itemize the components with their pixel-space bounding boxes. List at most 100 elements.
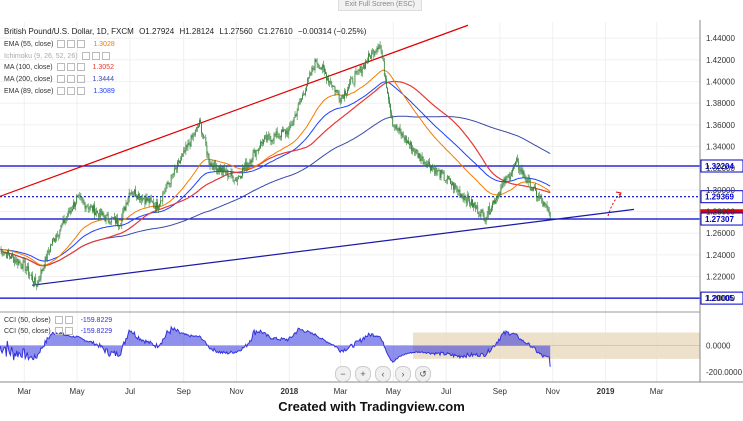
close-icon[interactable] bbox=[77, 87, 86, 95]
gear-icon[interactable] bbox=[91, 52, 100, 60]
candle-body bbox=[297, 103, 299, 111]
symbol-header: British Pound/U.S. Dollar, 1D, FXCM O1.2… bbox=[4, 27, 369, 36]
y-tick-label: 1.32000 bbox=[706, 164, 735, 173]
low-value: L1.27560 bbox=[219, 27, 253, 36]
legend-ema55[interactable]: EMA (55, close) 1.3028 bbox=[4, 40, 115, 48]
candle-body bbox=[27, 266, 29, 276]
candle-body bbox=[213, 161, 215, 170]
legend-label: EMA (89, close) bbox=[4, 87, 54, 95]
eye-icon[interactable] bbox=[54, 327, 63, 335]
candle-body bbox=[506, 175, 508, 177]
candle-body bbox=[203, 134, 205, 139]
candle-body bbox=[332, 85, 334, 87]
candle-body bbox=[474, 203, 475, 206]
legend-ichimoku[interactable]: Ichimoku (9, 26, 52, 26) bbox=[4, 52, 110, 60]
eye-icon[interactable] bbox=[54, 316, 63, 324]
scroll-right-button[interactable]: › bbox=[395, 366, 411, 382]
eye-icon[interactable] bbox=[56, 75, 65, 83]
candle-body bbox=[119, 226, 121, 227]
moving-averages bbox=[0, 69, 551, 267]
gear-icon[interactable] bbox=[64, 327, 73, 335]
close-icon[interactable] bbox=[101, 52, 110, 60]
price-tag-label: 1.32204 bbox=[705, 162, 734, 171]
candle-body bbox=[214, 161, 216, 167]
exit-fullscreen-button[interactable]: Exit Full Screen (ESC) bbox=[338, 0, 423, 11]
legend-ema89[interactable]: EMA (89, close) 1.3089 bbox=[4, 87, 115, 95]
candle-body bbox=[402, 133, 404, 138]
cci-legend-2[interactable]: CCI (50, close) -159.8229 bbox=[4, 327, 112, 335]
candle-body bbox=[222, 167, 223, 173]
candle-body bbox=[100, 209, 102, 216]
zoom-in-button[interactable]: + bbox=[355, 366, 371, 382]
close-icon[interactable] bbox=[76, 63, 85, 71]
candle-body bbox=[9, 254, 10, 257]
candle-body bbox=[207, 153, 209, 155]
gear-icon[interactable] bbox=[66, 63, 75, 71]
candle-body bbox=[123, 207, 125, 211]
candle-body bbox=[215, 166, 217, 172]
eye-icon[interactable] bbox=[57, 87, 66, 95]
candle-body bbox=[387, 87, 388, 94]
ema55-line bbox=[0, 69, 551, 266]
gear-icon[interactable] bbox=[67, 40, 76, 48]
y-tick-label: 1.42000 bbox=[706, 56, 735, 65]
candle-body bbox=[281, 129, 282, 138]
candle-body bbox=[442, 172, 444, 173]
candle-body bbox=[342, 95, 344, 99]
candle-body bbox=[195, 127, 197, 130]
scroll-left-button[interactable]: ‹ bbox=[375, 366, 391, 382]
candle-body bbox=[476, 205, 478, 209]
candle-body bbox=[239, 176, 240, 177]
candle-body bbox=[516, 158, 517, 162]
close-icon[interactable] bbox=[77, 40, 86, 48]
candle-body bbox=[95, 212, 96, 216]
candle-body bbox=[262, 142, 263, 144]
gear-icon[interactable] bbox=[64, 316, 73, 324]
candle-body bbox=[359, 65, 361, 71]
legend-ma100[interactable]: MA (100, close) 1.3052 bbox=[4, 63, 114, 71]
candle-body bbox=[366, 61, 367, 63]
support-trendline bbox=[31, 208, 635, 286]
gear-icon[interactable] bbox=[66, 75, 75, 83]
candle-body bbox=[138, 193, 139, 200]
eye-icon[interactable] bbox=[57, 40, 66, 48]
candle-body bbox=[162, 193, 164, 202]
candle-body bbox=[304, 94, 305, 96]
candle-body bbox=[317, 63, 319, 66]
candle-body bbox=[352, 78, 354, 84]
candle-body bbox=[540, 197, 542, 199]
candle-body bbox=[284, 129, 285, 131]
candle-body bbox=[334, 86, 336, 92]
candle-body bbox=[185, 145, 187, 152]
candle-body bbox=[374, 51, 376, 56]
y-tick-label: 1.34000 bbox=[706, 143, 735, 152]
candle-body bbox=[110, 217, 112, 223]
reset-button[interactable]: ↺ bbox=[415, 366, 431, 382]
candle-body bbox=[267, 134, 269, 141]
candle-body bbox=[253, 149, 255, 153]
candle-body bbox=[318, 65, 320, 69]
candle-body bbox=[142, 197, 144, 201]
candle-body bbox=[2, 254, 4, 255]
gear-icon[interactable] bbox=[67, 87, 76, 95]
zoom-out-button[interactable]: − bbox=[335, 366, 351, 382]
candle-body bbox=[466, 194, 468, 204]
candle-body bbox=[277, 136, 279, 138]
candle-body bbox=[94, 205, 95, 216]
candle-body bbox=[42, 268, 44, 271]
candle-body bbox=[485, 218, 487, 222]
eye-icon[interactable] bbox=[56, 63, 65, 71]
candle-body bbox=[465, 200, 467, 204]
close-value: C1.27610 bbox=[257, 27, 293, 36]
candle-body bbox=[286, 130, 288, 134]
candle-body bbox=[157, 202, 158, 209]
cci-legend-1[interactable]: CCI (50, close) -159.8229 bbox=[4, 316, 112, 324]
eye-icon[interactable] bbox=[81, 52, 90, 60]
candle-body bbox=[411, 142, 412, 151]
candle-body bbox=[216, 168, 218, 172]
candle-body bbox=[379, 45, 381, 47]
legend-ma200[interactable]: MA (200, close) 1.3444 bbox=[4, 75, 114, 83]
candle-body bbox=[143, 197, 145, 200]
close-icon[interactable] bbox=[76, 75, 85, 83]
